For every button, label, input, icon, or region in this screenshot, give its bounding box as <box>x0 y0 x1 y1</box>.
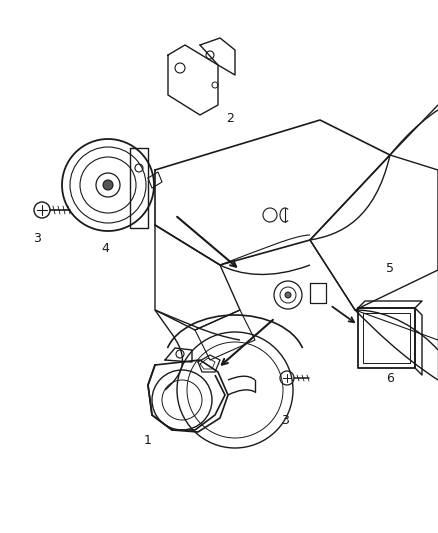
Circle shape <box>103 180 113 190</box>
Text: 5: 5 <box>386 262 394 274</box>
Text: 3: 3 <box>33 231 41 245</box>
Text: 3: 3 <box>281 414 289 426</box>
Text: 2: 2 <box>226 111 234 125</box>
Text: 6: 6 <box>386 372 394 384</box>
Circle shape <box>285 292 291 298</box>
Text: 1: 1 <box>144 433 152 447</box>
Text: 4: 4 <box>101 241 109 254</box>
